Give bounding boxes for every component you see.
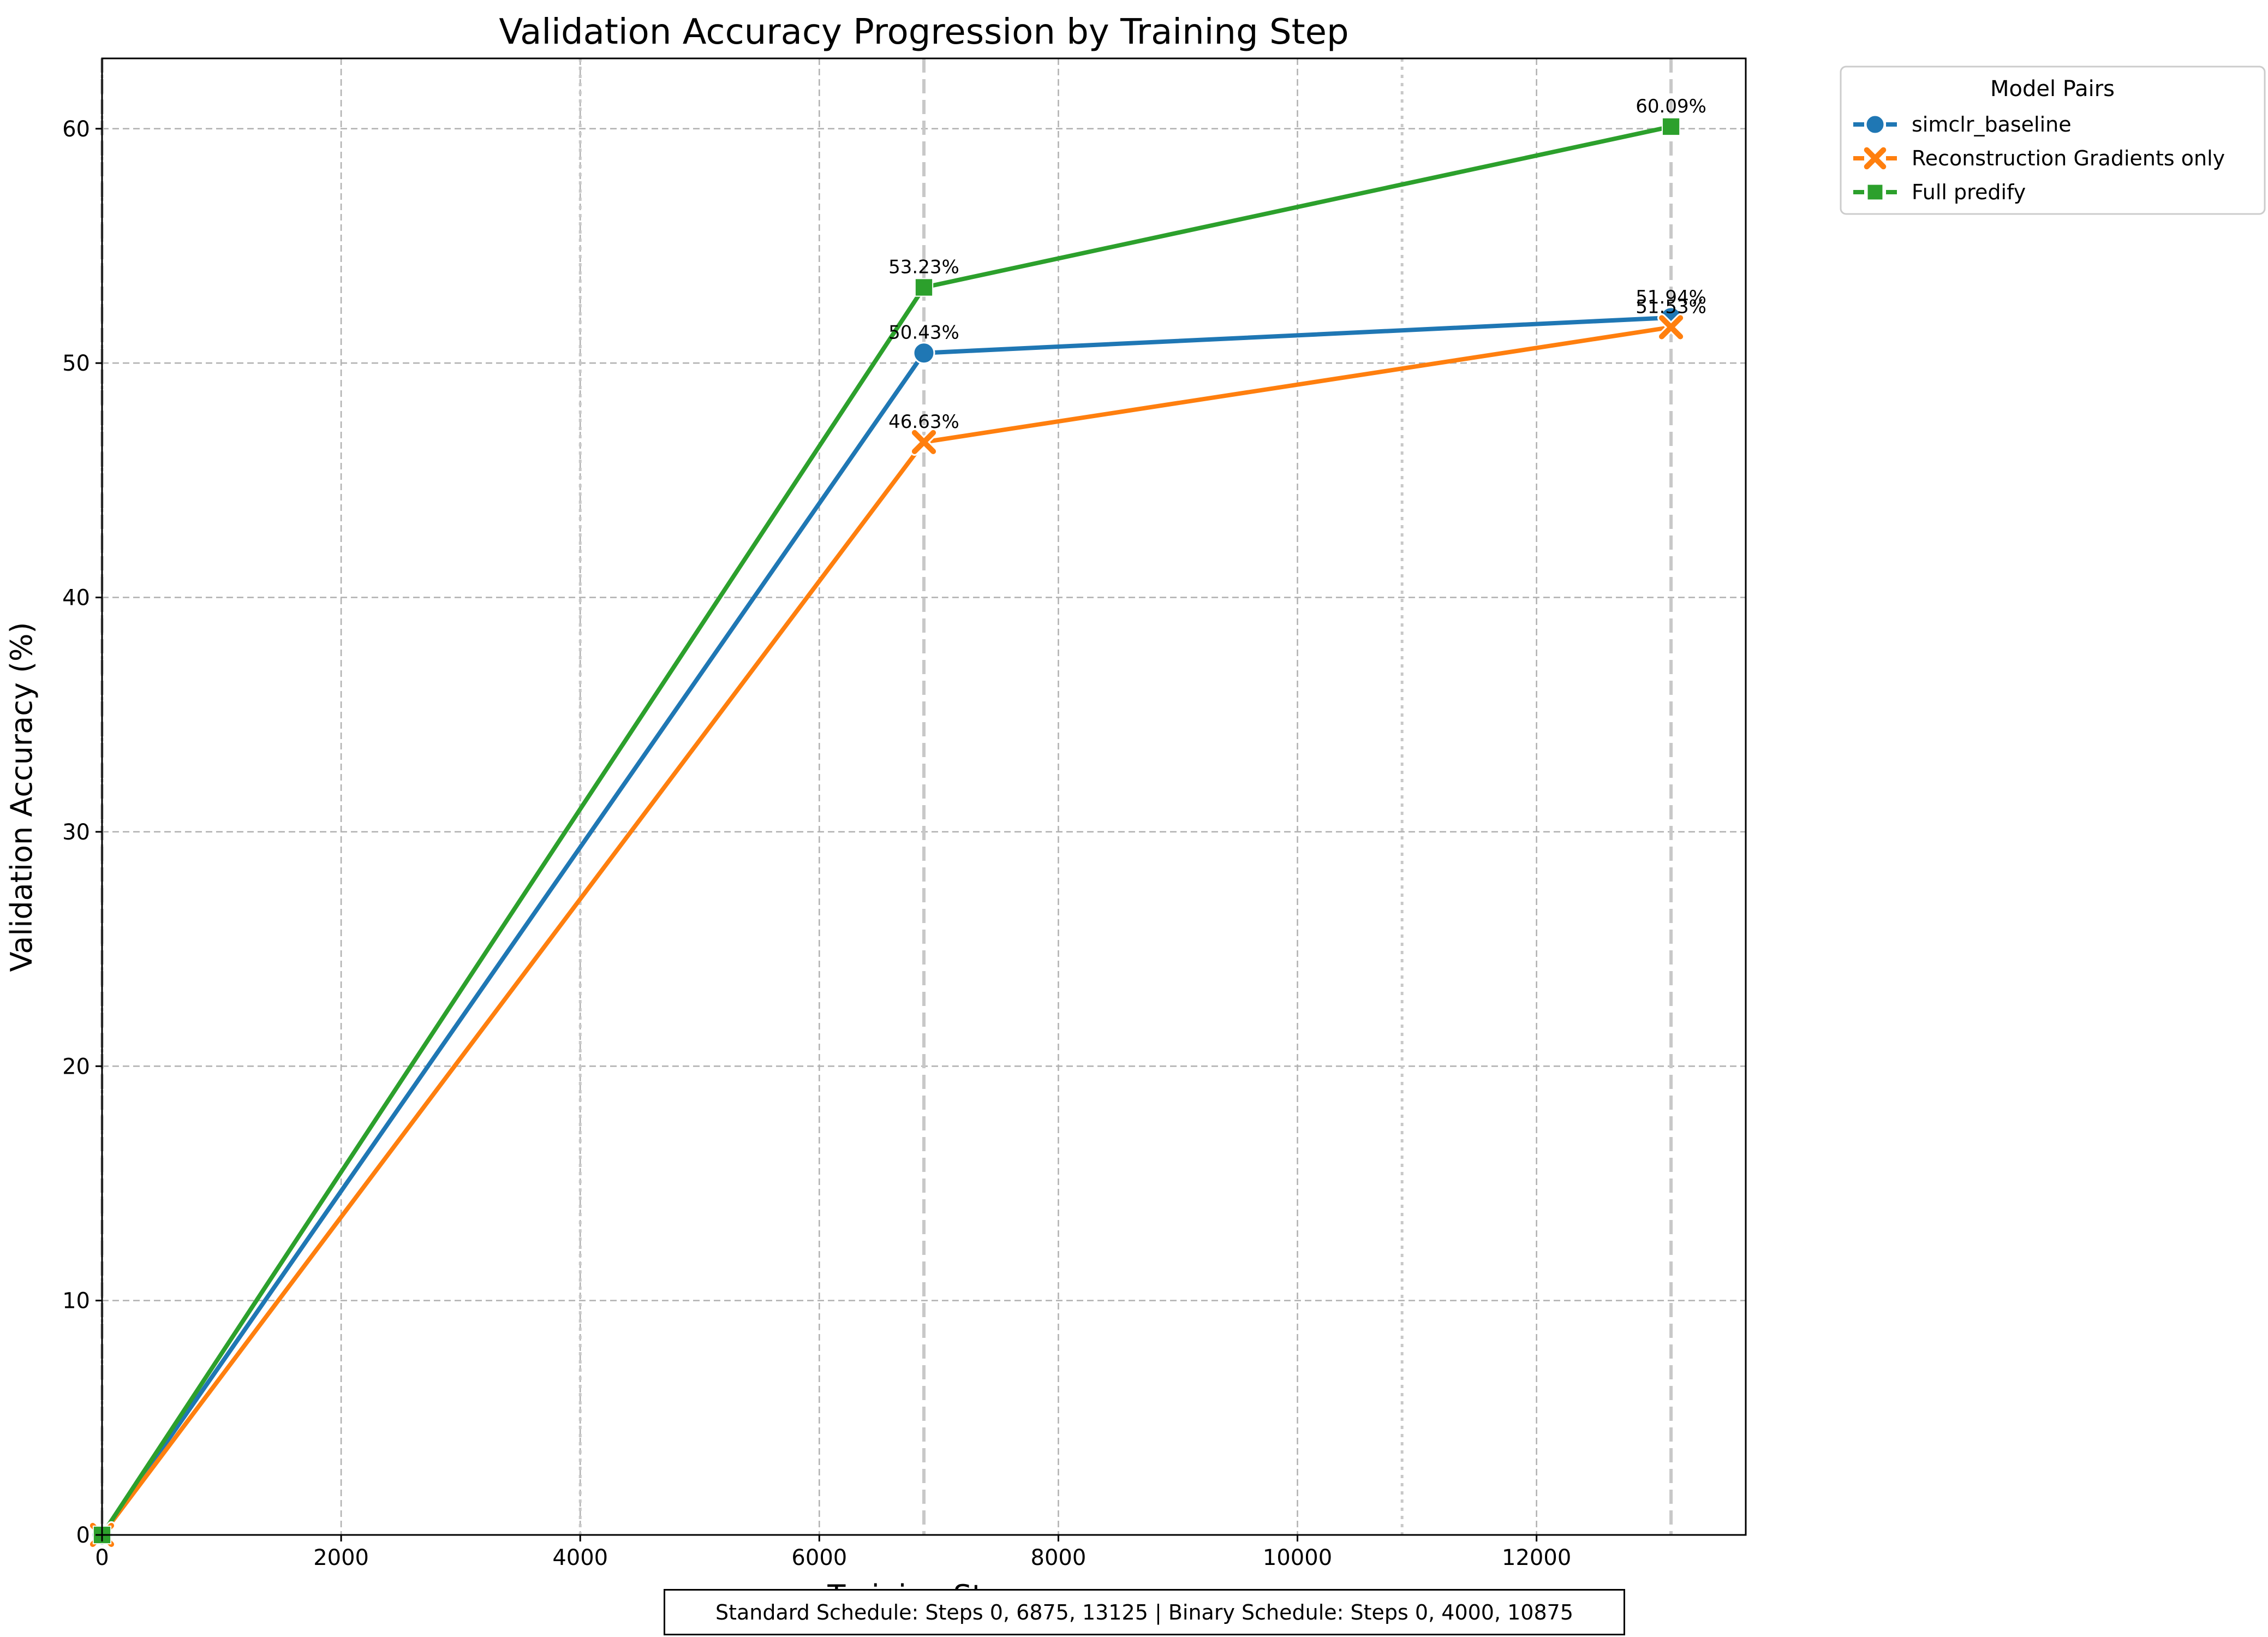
legend-marker-full-predify xyxy=(1866,183,1884,201)
x-tick-label: 6000 xyxy=(791,1545,847,1570)
legend-label-simclr-baseline: simclr_baseline xyxy=(1912,112,2072,136)
legend-marker-simclr-baseline xyxy=(1865,114,1885,135)
data-label-full-predify: 60.09% xyxy=(1636,96,1706,117)
data-label-full-predify: 53.23% xyxy=(888,256,959,278)
chart-title: Validation Accuracy Progression by Train… xyxy=(499,12,1348,52)
y-tick-label: 0 xyxy=(76,1523,90,1548)
schedule-note: Standard Schedule: Steps 0, 6875, 13125 … xyxy=(664,1589,1625,1635)
x-tick-label: 8000 xyxy=(1031,1545,1087,1570)
legend-marker-reconstruction-gradients-only xyxy=(1864,147,1887,170)
y-tick-label: 40 xyxy=(62,586,90,611)
data-point-reconstruction-gradients-only xyxy=(911,430,936,454)
data-point-reconstruction-gradients-only xyxy=(1658,315,1684,340)
y-tick-label: 30 xyxy=(62,820,90,845)
data-label-reconstruction-gradients-only: 46.63% xyxy=(888,411,959,433)
y-axis-label: Validation Accuracy (%) xyxy=(4,622,39,972)
plot-frame xyxy=(101,57,1747,1536)
legend: Model Pairs simclr_baseline Reconstructio… xyxy=(1840,66,2266,215)
y-tick-label: 10 xyxy=(62,1289,90,1314)
data-point-simclr-baseline xyxy=(912,342,935,365)
y-tick-label: 50 xyxy=(62,351,90,376)
x-tick-label: 10000 xyxy=(1263,1545,1332,1570)
legend-label-full-predify: Full predify xyxy=(1912,180,2026,204)
data-point-full-predify xyxy=(914,278,934,297)
x-tick-label: 12000 xyxy=(1502,1545,1571,1570)
legend-frame xyxy=(1840,66,2266,215)
y-tick-label: 20 xyxy=(62,1054,90,1079)
series-line-full-predify xyxy=(100,124,1672,1537)
data-label-reconstruction-gradients-only: 51.53% xyxy=(1636,296,1706,318)
axis-ticks: 0 2000 4000 6000 8000 10000 12000 0 10 20 30 40 50 60 xyxy=(62,117,1571,1570)
data-labels: 50.43% 51.94% 46.63% 51.53% 53.23% 60.09% xyxy=(888,96,1706,433)
series-line-reconstruction-gradients-only xyxy=(100,325,1672,1537)
schedule-reference-lines xyxy=(100,58,1673,1535)
legend-title: Model Pairs xyxy=(1990,76,2115,102)
data-label-simclr-baseline: 50.43% xyxy=(888,322,959,344)
x-tick-label: 4000 xyxy=(552,1545,608,1570)
series-line-simclr-baseline xyxy=(100,315,1672,1537)
data-label-simclr-baseline: 51.94% xyxy=(1636,287,1706,308)
legend-label-reconstruction-gradients-only: Reconstruction Gradients only xyxy=(1912,146,2225,170)
y-tick-label: 60 xyxy=(62,117,90,142)
data-point-full-predify xyxy=(1661,117,1681,136)
x-tick-label: 0 xyxy=(95,1545,109,1570)
x-tick-label: 2000 xyxy=(313,1545,369,1570)
